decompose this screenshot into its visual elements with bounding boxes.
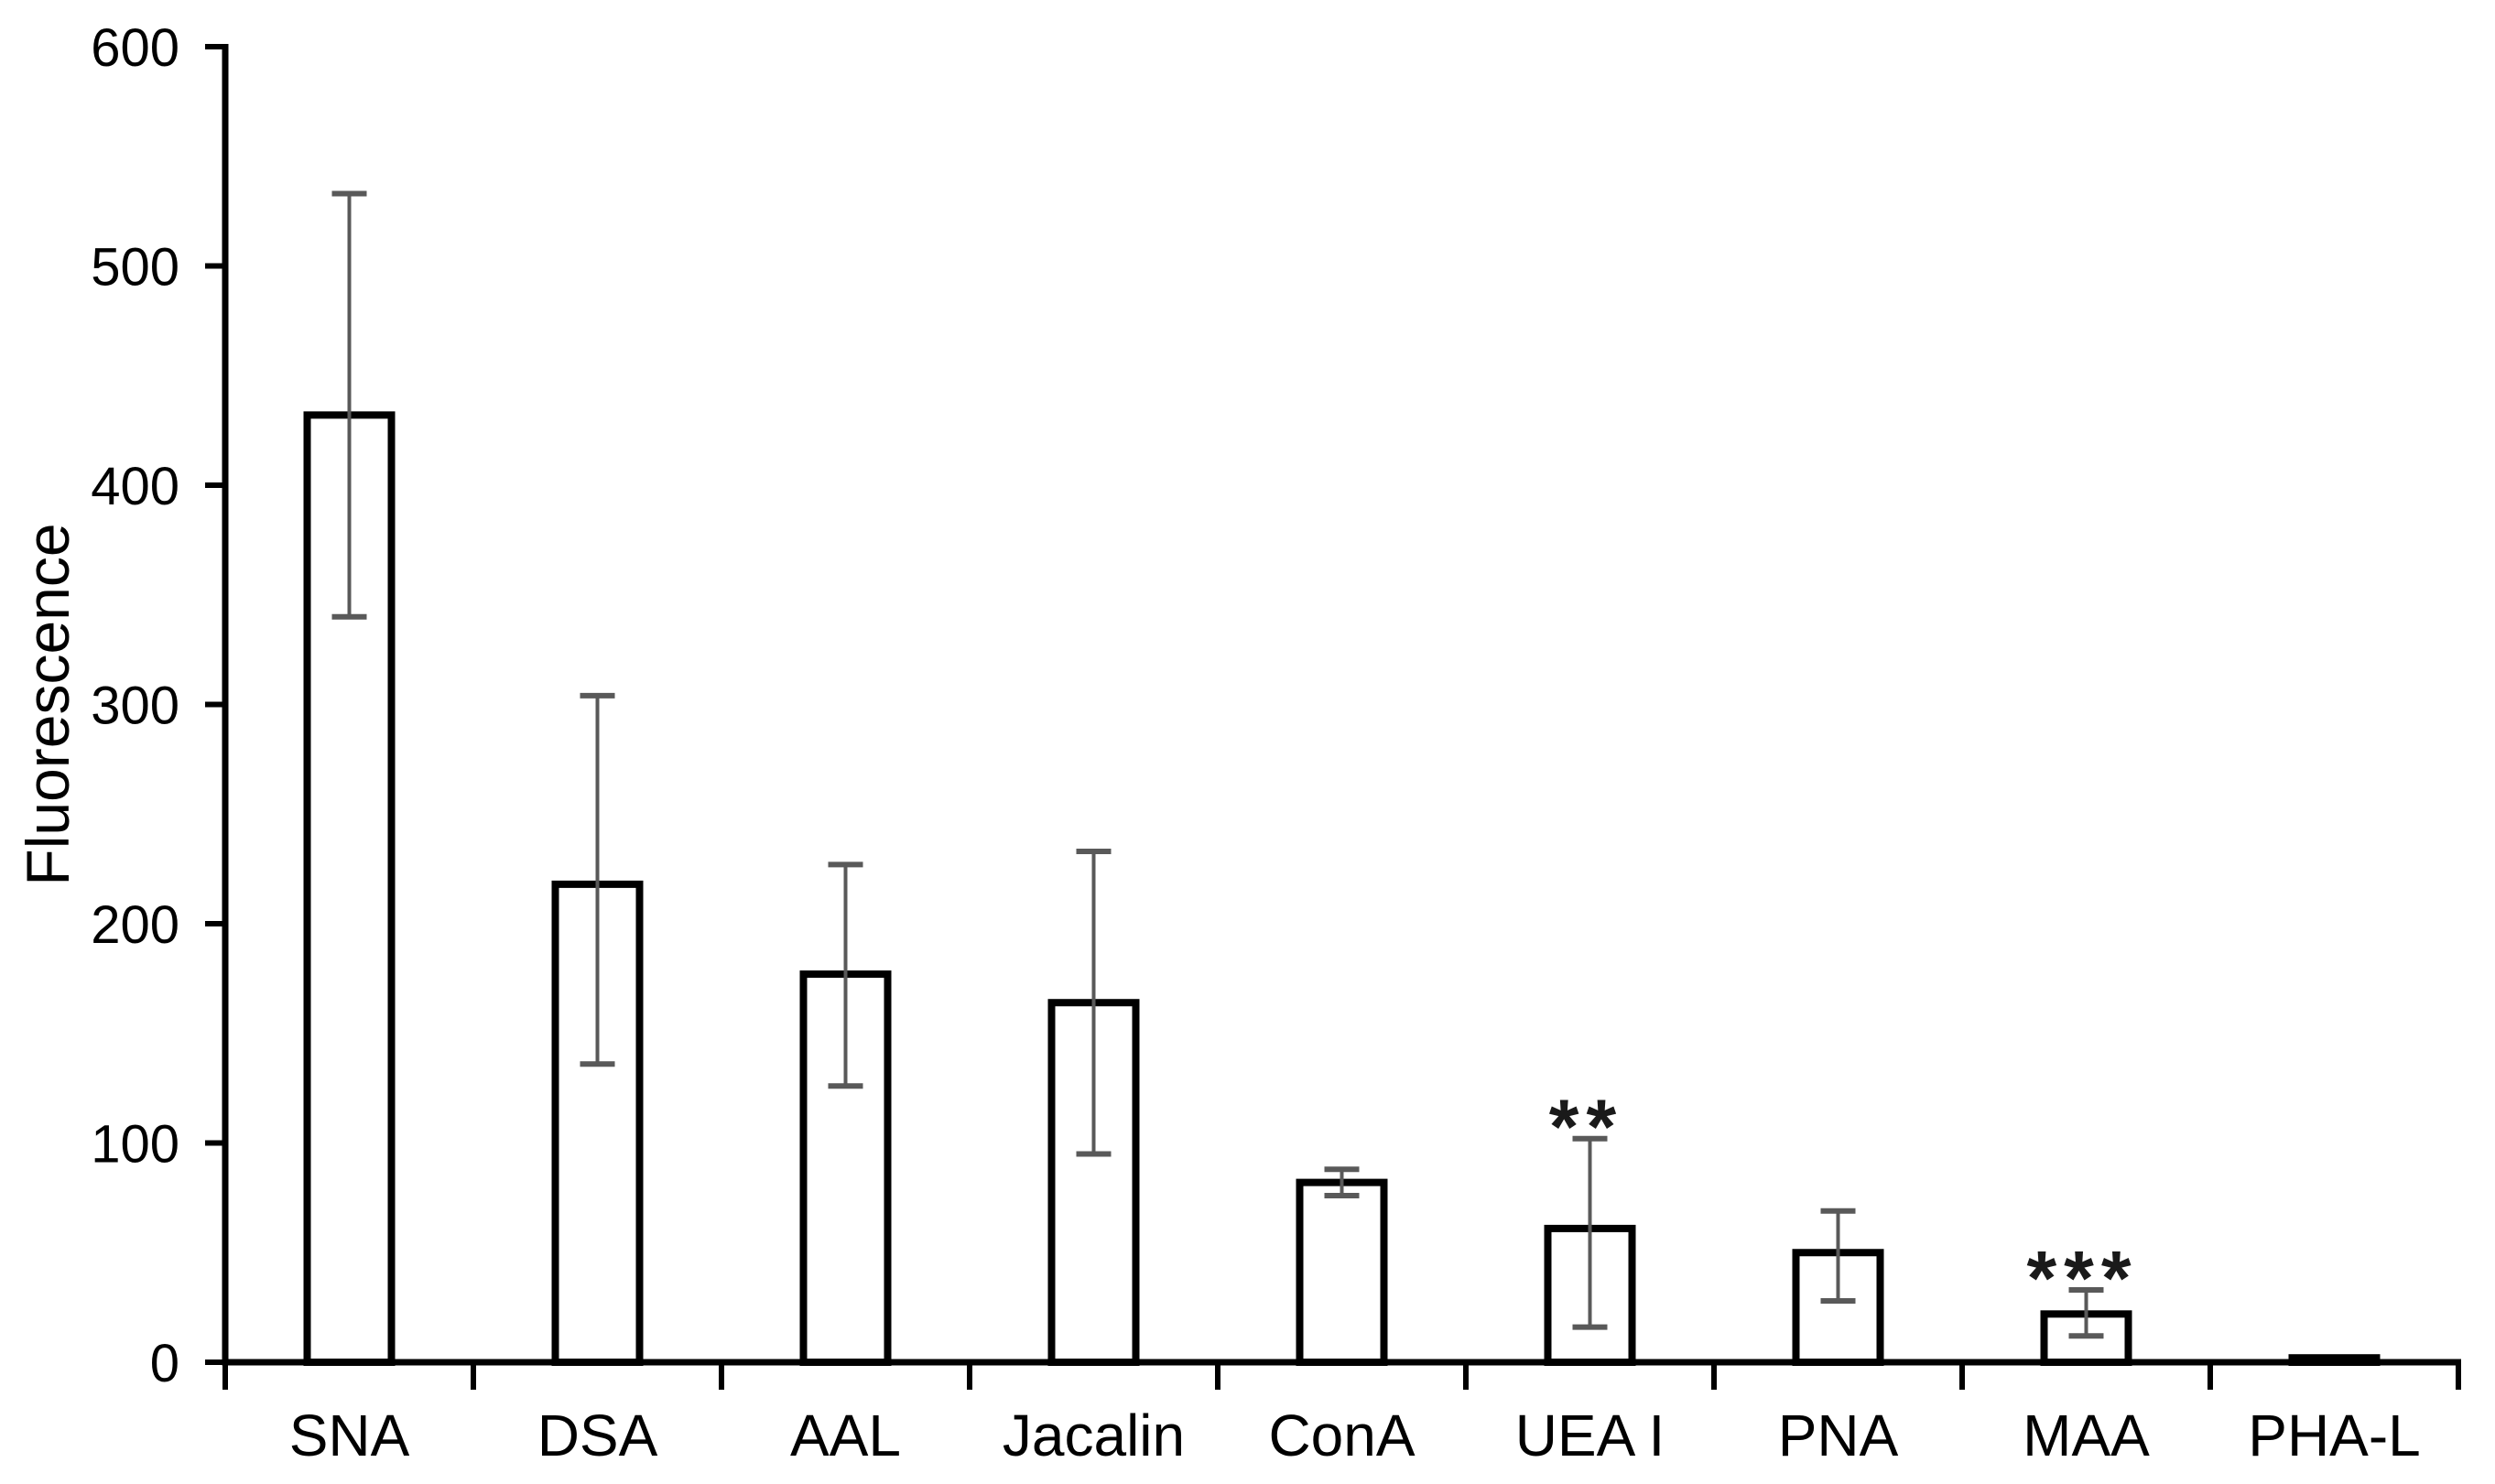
significance-annotation: *** (2026, 1235, 2138, 1321)
x-category-label: MAA (2023, 1403, 2150, 1468)
x-category-label: SNA (289, 1403, 410, 1468)
y-axis-tick-label: 100 (91, 1115, 179, 1175)
y-axis-tick-label: 400 (91, 457, 179, 516)
bar-cona (1296, 1178, 1388, 1366)
x-category-label: UEA I (1515, 1403, 1665, 1468)
x-category-label: ConA (1268, 1403, 1415, 1468)
y-axis-tick-label: 0 (150, 1334, 179, 1393)
x-category-label: Jacalin (1003, 1403, 1185, 1468)
bar-pha-l (2288, 1354, 2381, 1366)
y-axis-tick-label: 500 (91, 238, 179, 298)
x-category-label: DSA (537, 1403, 658, 1468)
x-category-label: AAL (790, 1403, 901, 1468)
y-axis-title: Fluorescence (14, 523, 81, 885)
y-axis-tick-label: 600 (91, 18, 179, 78)
y-axis-tick-label: 300 (91, 677, 179, 736)
x-category-label: PHA-L (2248, 1403, 2421, 1468)
x-category-label: PNA (1778, 1403, 1899, 1468)
y-axis-tick-label: 200 (91, 895, 179, 955)
significance-annotation: ** (1549, 1084, 1623, 1170)
